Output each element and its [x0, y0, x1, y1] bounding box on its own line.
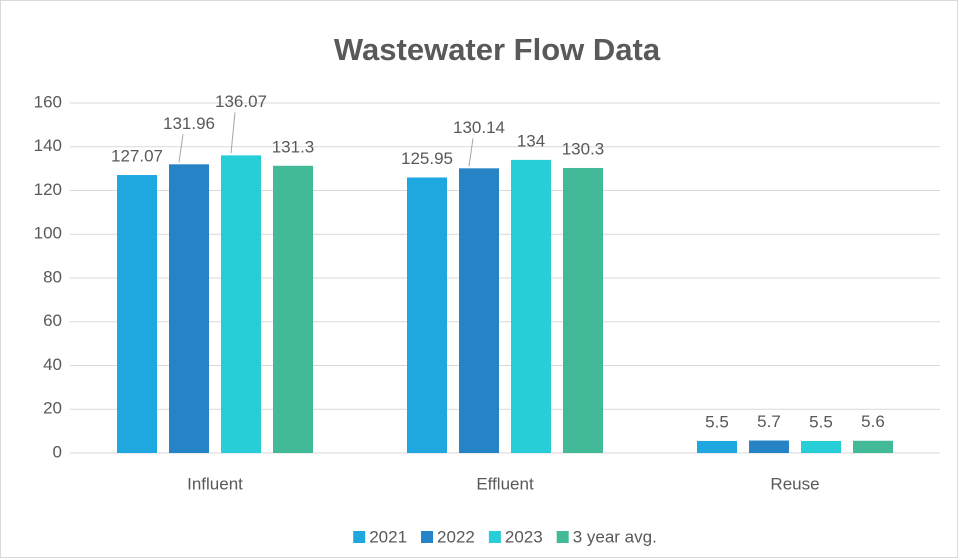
- bar: [563, 167, 603, 453]
- legend-swatch: [488, 531, 501, 543]
- legend-label: 2021: [369, 527, 407, 546]
- leader-line: [230, 112, 236, 154]
- bar: [273, 165, 313, 453]
- bar: [697, 440, 737, 453]
- data-label: 127.07: [111, 147, 163, 166]
- y-tick-label: 0: [53, 442, 62, 461]
- legend-label: 2023: [505, 527, 543, 546]
- x-tick-label: Reuse: [770, 474, 819, 493]
- x-tick-label: Influent: [187, 474, 243, 493]
- bar: [801, 440, 841, 453]
- bar: [749, 440, 789, 453]
- data-label: 5.5: [705, 412, 729, 431]
- leader-line: [178, 134, 184, 163]
- y-tick-label: 40: [43, 355, 62, 374]
- data-label: 130.14: [453, 118, 505, 137]
- y-tick-label: 80: [43, 267, 62, 286]
- data-label: 125.95: [401, 149, 453, 168]
- bar: [459, 168, 499, 453]
- x-tick-label: Effluent: [476, 474, 534, 493]
- legend-swatch: [353, 531, 366, 543]
- y-tick-label: 120: [34, 180, 62, 199]
- y-tick-label: 100: [34, 224, 62, 243]
- y-tick-label: 160: [34, 92, 62, 111]
- data-label: 131.96: [163, 114, 215, 133]
- bar: [407, 177, 447, 453]
- bar: [853, 440, 893, 453]
- data-label: 5.6: [861, 412, 885, 431]
- bar: [169, 164, 209, 453]
- bar: [221, 155, 261, 454]
- bar: [511, 159, 551, 453]
- data-label: 5.5: [809, 412, 833, 431]
- data-label: 130.3: [562, 139, 605, 158]
- chart-title: Wastewater Flow Data: [334, 32, 661, 67]
- y-tick-label: 140: [34, 136, 62, 155]
- data-label: 5.7: [757, 412, 781, 431]
- bar: [117, 175, 157, 454]
- y-tick-label: 60: [43, 311, 62, 330]
- legend-swatch: [556, 531, 569, 543]
- legend-label: 3 year avg.: [573, 527, 657, 546]
- leader-line: [468, 138, 474, 167]
- data-label: 134: [517, 131, 545, 150]
- legend-swatch: [421, 531, 434, 543]
- legend-label: 2022: [437, 527, 475, 546]
- data-label: 131.3: [272, 137, 315, 156]
- y-tick-label: 20: [43, 399, 62, 418]
- data-label: 136.07: [215, 92, 267, 111]
